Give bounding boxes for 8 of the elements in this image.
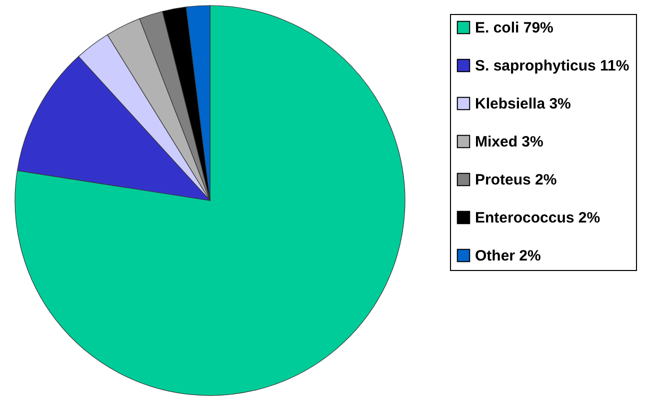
- legend-label: S. saprophyticus 11%: [475, 58, 630, 74]
- legend-label: Other 2%: [475, 248, 541, 264]
- legend-label: Klebsiella 3%: [475, 96, 571, 112]
- legend-label: Mixed 3%: [475, 134, 544, 150]
- legend-label: Proteus 2%: [475, 172, 557, 188]
- legend-label: Enterococcus 2%: [475, 210, 600, 226]
- legend-label: E. coli 79%: [475, 20, 554, 36]
- pie-slice: [14, 5, 406, 396]
